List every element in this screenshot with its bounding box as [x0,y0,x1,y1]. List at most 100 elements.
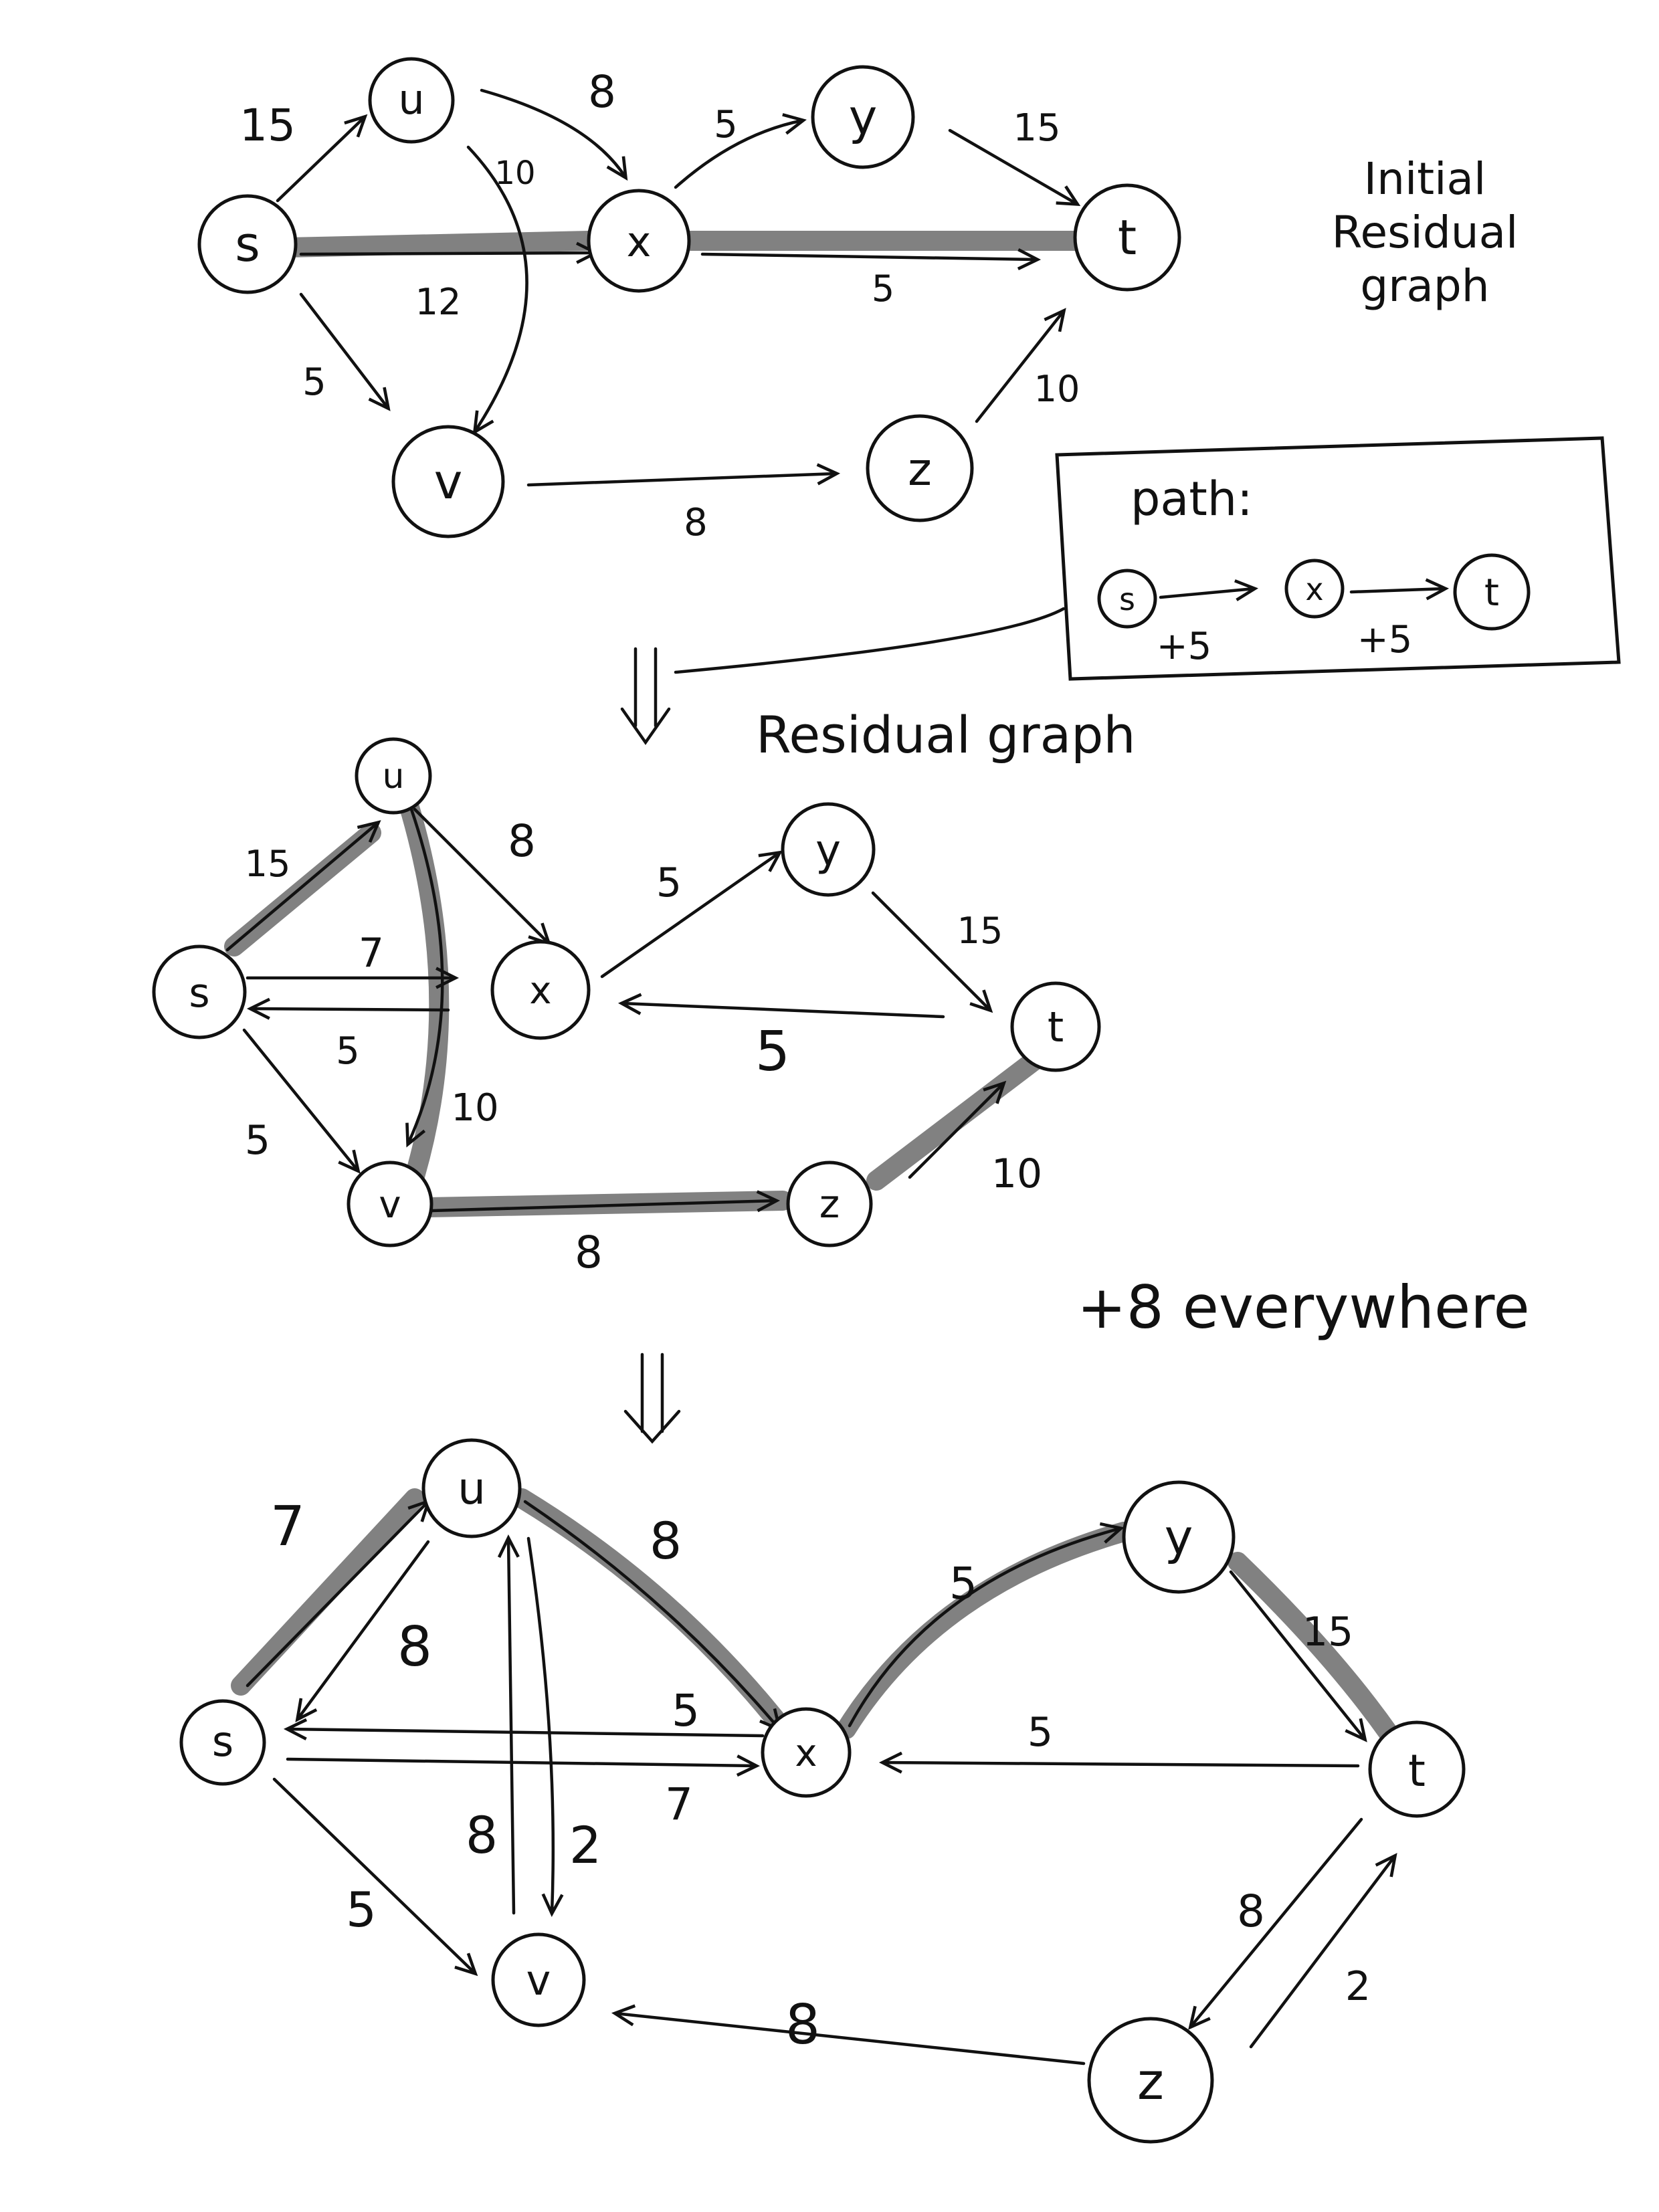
edge-x-t [700,248,1042,271]
edge-label-s-u: 15 [245,843,291,885]
svg-text:z: z [819,1181,840,1227]
note-residual-graph: Residual graph [756,705,1136,765]
path-node-s: s [1097,569,1157,629]
edge-y-t [1229,1570,1367,1742]
edge-s-v [299,292,391,411]
edge-label-x-s: 5 [672,1685,700,1736]
path-node-t: t [1453,553,1531,631]
edge-x-y [600,850,783,979]
node-t: t [1073,183,1181,292]
edge-label-u-x: 8 [508,815,536,867]
node-z: z [866,414,974,522]
edge-label-u-v: 10 [494,155,535,192]
edge-label-t-x: 5 [1028,1709,1053,1756]
svg-text:x: x [1305,571,1323,607]
node-u: u [355,737,432,815]
svg-text:x: x [529,969,551,1013]
node-x: x [587,189,691,293]
edge-s-x [286,1754,761,1777]
edge-z-t [908,1080,1007,1179]
path-increment-x-t: +5 [1357,618,1413,662]
edge-u-v [466,145,528,435]
edge-label-x-y: 5 [714,103,738,146]
svg-text:s: s [212,1717,233,1766]
edge-u-x [523,1500,782,1732]
highlight-path-s-u-x-y-t [231,1488,1398,1742]
edge-v-u [497,1534,520,1915]
edge-label-s-x: 7 [665,1779,693,1830]
svg-text:s: s [189,970,209,1017]
edge-label-u-v: 2 [569,1815,601,1875]
edge-x-y [674,113,807,189]
path-edge-s-x [1159,579,1259,601]
node-y: y [781,802,876,897]
path-increment-s-x: +5 [1157,625,1212,668]
node-x: x [761,1707,852,1798]
edge-label-z-t: 2 [1345,1963,1371,2010]
edge-label-u-x: 8 [588,66,616,118]
edge-label-y-t: 15 [1013,106,1060,150]
edge-u-v [526,1536,564,1918]
edge-label-s-x: 12 [415,281,462,323]
node-v: v [347,1161,433,1247]
path-edge-x-t [1349,578,1450,601]
edge-label-t-x: 5 [755,1020,790,1084]
edge-label-s-v: 5 [245,1117,270,1164]
svg-text:z: z [908,443,932,496]
edge-u-s [295,1540,430,1722]
edge-label-x-y: 5 [949,1558,977,1609]
edge-label-s-u: 7 [270,1495,305,1559]
final-graph: 7 8 8 5 15 5 7 5 8 2 5 8 8 2 u y s x t v… [179,1438,1466,2144]
edge-label-u-s: 8 [397,1615,432,1679]
edge-s-u [225,820,381,952]
edge-label-u-v: 10 [451,1086,498,1130]
edge-s-u [276,114,368,203]
double-arrow-down-2 [623,1352,681,1444]
edge-u-x [480,88,628,181]
initial-graph: 15 8 10 12 5 15 5 5 8 10 s u x y t v z I… [197,57,1518,544]
path-box: path: s x t +5 +5 [674,436,1621,681]
node-v: v [391,425,505,538]
node-z: z [786,1161,873,1247]
svg-text:u: u [458,1463,486,1514]
edge-label-z-t: 10 [1034,368,1080,410]
edge-u-v [405,807,444,1148]
edge-s-x [299,241,600,264]
edge-label-s-v: 5 [346,1882,377,1938]
edge-label-x-s: 5 [336,1029,360,1073]
edge-label-v-z: 8 [684,501,708,544]
edge-x-s [283,1718,765,1740]
edge-label-z-v: 8 [785,1993,820,2057]
svg-text:v: v [526,1956,551,2005]
svg-text:t: t [1118,209,1137,266]
node-s: s [152,944,247,1039]
edge-label-t-z: 8 [1237,1886,1265,1937]
edge-t-x [878,1751,1360,1774]
svg-text:y: y [1165,1509,1193,1565]
edge-y-t [948,128,1081,207]
edge-s-v [242,1028,361,1174]
node-z: z [1087,2017,1214,2144]
svg-text:y: y [815,826,841,876]
edge-label-s-u: 15 [239,100,296,151]
svg-text:y: y [849,89,878,145]
svg-text:t: t [1408,1745,1426,1797]
highlight-path-s-u-v-z-t [224,793,1054,1217]
edge-t-z [1188,1817,1363,2030]
node-s: s [179,1699,266,1786]
edge-label-u-x: 8 [650,1511,682,1571]
edge-t-x [617,993,945,1019]
svg-text:t: t [1048,1003,1064,1051]
svg-text:t: t [1484,571,1499,615]
node-u: u [368,57,455,144]
edge-x-y [848,1522,1125,1728]
note-plus-eight-everywhere: +8 everywhere [1077,1273,1530,1342]
edge-z-v [611,2004,1086,2066]
edge-label-x-t: 5 [872,268,894,310]
note-initial-line-3: graph [1360,260,1489,312]
residual-graph: 15 8 5 15 7 5 5 10 5 8 10 u y s x t v z [152,737,1101,1278]
edge-label-s-x: 7 [359,930,384,977]
edge-x-s [246,997,450,1020]
edge-label-y-t: 15 [957,910,1003,952]
